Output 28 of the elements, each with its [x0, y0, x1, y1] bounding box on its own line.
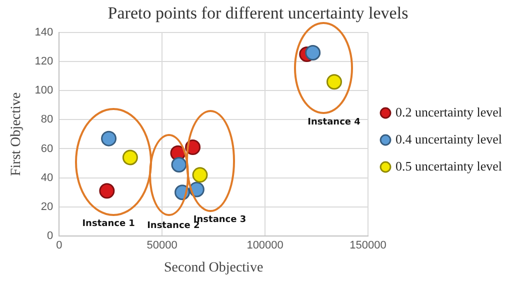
y-tick-label: 0 [47, 230, 54, 242]
y-tick-label: 60 [40, 142, 54, 155]
y-tick-label: 100 [34, 84, 54, 97]
x-tick-label: 50000 [146, 240, 178, 252]
y-tick-label: 140 [34, 26, 54, 38]
point [326, 74, 342, 90]
point [99, 183, 115, 199]
annotation: Instance 4 [308, 117, 360, 128]
annotation: Instance 2 [147, 221, 200, 232]
chart-title: Pareto points for different uncertainty levels [108, 4, 408, 23]
legend-label: 0.2 uncertainty level [396, 104, 502, 120]
legend-label: 0.4 uncertainty level [396, 131, 502, 146]
x-tick-label: 100000 [246, 240, 284, 252]
annotation: Instance 1 [82, 219, 135, 230]
point [192, 167, 208, 183]
y-tick-label: 20 [40, 200, 54, 213]
x-axis-title: Second Objective [164, 260, 264, 276]
legend-label: 0.5 uncertainty level [396, 158, 502, 174]
point [122, 150, 138, 166]
x-tick-label: 0 [56, 240, 62, 252]
y-tick-label: 40 [40, 172, 54, 184]
y-tick-label: 120 [34, 56, 54, 68]
point [305, 45, 321, 61]
point [171, 156, 187, 172]
point [101, 130, 117, 146]
y-tick-label: 80 [40, 114, 54, 126]
y-axis-title: First Objective [9, 92, 24, 176]
x-tick-label: 150000 [350, 240, 386, 252]
